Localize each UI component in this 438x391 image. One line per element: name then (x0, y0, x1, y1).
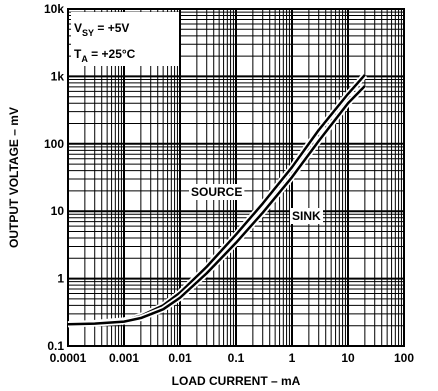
x-axis-title: LOAD CURRENT – mA (172, 374, 301, 388)
series-line-sink (67, 85, 366, 326)
y-axis-title: OUTPUT VOLTAGE – mV (7, 107, 21, 248)
plot-frame (67, 8, 405, 347)
condition-ta: TA = +25°C (74, 47, 136, 64)
source-label-bg (189, 184, 245, 200)
x-tick-label: 0.0001 (50, 351, 87, 365)
y-tick-label: 100 (44, 137, 64, 151)
tick-labels: 0.0001 0.001 0.01 0.1 1 10 100 0.1 1 10 100 1k 10k (44, 2, 414, 365)
x-tick-label: 100 (394, 351, 414, 365)
x-tick-label: 0.01 (168, 351, 192, 365)
x-tick-label: 1 (289, 351, 296, 365)
y-tick-label: 10k (44, 2, 64, 16)
source-label: SOURCE (191, 185, 242, 199)
x-tick-label: 10 (341, 351, 355, 365)
sink-label: SINK (292, 209, 321, 223)
conditions-box (71, 12, 179, 66)
y-tick-label: 1k (51, 69, 65, 83)
condition-vsy: VSY = +5V (74, 21, 129, 38)
x-tick-label: 0.001 (109, 351, 139, 365)
y-tick-label: 0.1 (47, 339, 64, 353)
y-tick-label: 10 (51, 204, 65, 218)
x-tick-label: 0.1 (228, 351, 245, 365)
sink-label-bg (290, 208, 324, 224)
series-layer (67, 72, 368, 328)
y-tick-label: 1 (57, 272, 64, 286)
